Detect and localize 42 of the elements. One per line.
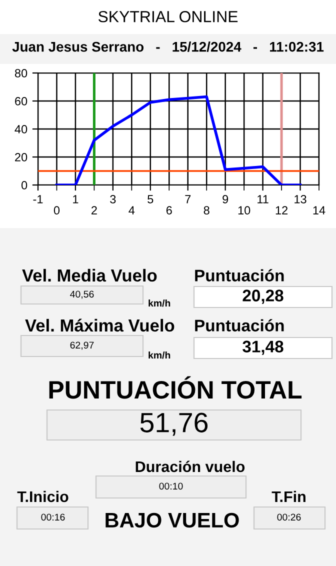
text: 00:26 [277,514,301,521]
text: 40,56 [70,290,94,299]
x-tick-label: 13 [294,195,306,204]
x-tick-label: 5 [148,195,154,204]
text: BAJO VUELO [106,512,239,528]
x-tick-label: 9 [222,195,228,204]
x2-tick-label: 2 [92,206,97,214]
text: 20,28 [242,290,284,304]
text: 00:16 [41,514,65,521]
x2-tick-label: 10 [238,206,250,215]
text: 51,76 [140,412,208,436]
x2-tick-label: 6 [166,206,172,215]
x2-tick-label: 12 [276,206,288,214]
y-tick-label: 40 [14,125,28,134]
text: Duración vuelo [136,460,245,472]
chart-title: SKYTRIAL ONLINE [98,10,238,22]
x2-tick-label: 14 [313,206,326,214]
x-tick-label: -1 [33,195,43,204]
text: 31,48 [242,340,284,355]
x-tick-label: 7 [185,195,191,204]
x2-tick-label: 8 [204,206,210,215]
x2-tick-label: 0 [54,206,60,215]
text: Puntuación [195,319,284,332]
x2-tick-label: 4 [128,206,135,214]
x-tick-label: 11 [258,195,268,204]
x-tick-label: 1 [73,195,78,204]
text: T.Fin [272,490,306,502]
text: km/h [148,299,170,307]
y-tick-label: 0 [21,181,28,190]
text: Puntuación [195,269,284,282]
text: km/h [148,351,170,359]
x-tick-label: 3 [110,195,116,204]
y-tick-label: 20 [15,153,28,162]
chart-subtitle: Juan Jesus Serrano - 15/12/2024 - 11:02:31 [12,42,324,52]
text: Vel. Media Vuelo [22,268,157,282]
text: PUNTUACIÓN TOTAL [49,376,302,399]
text: 62,97 [70,342,94,350]
text: 00:10 [159,482,183,490]
text: T.Inicio [17,490,68,502]
text: Vel. Máxima Vuelo [25,318,174,332]
y-tick-label: 60 [15,97,28,106]
y-tick-label: 80 [14,69,28,78]
